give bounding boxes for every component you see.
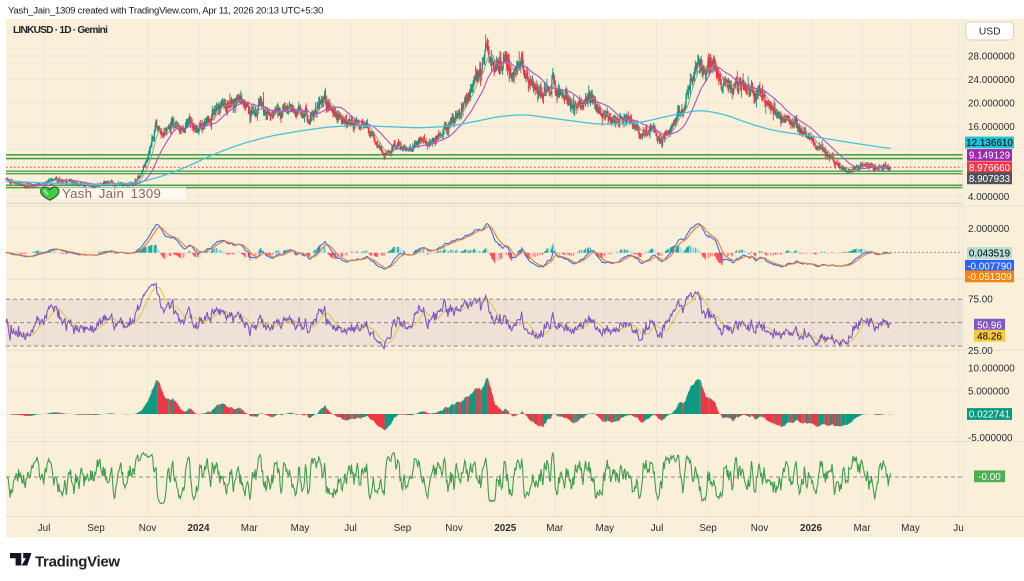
svg-text:-0.007790: -0.007790 <box>967 261 1012 272</box>
svg-text:Yash_Jain_1309 created with Tr: Yash_Jain_1309 created with TradingView.… <box>8 6 323 17</box>
svg-text:16.000000: 16.000000 <box>968 122 1015 133</box>
svg-text:TradingView: TradingView <box>35 554 120 571</box>
svg-text:Sep: Sep <box>394 523 412 534</box>
svg-text:2024: 2024 <box>188 523 210 534</box>
svg-text:Mar: Mar <box>241 523 259 534</box>
svg-text:48.26: 48.26 <box>977 331 1002 342</box>
svg-text:0.043519: 0.043519 <box>969 249 1011 260</box>
svg-text:2.000000: 2.000000 <box>968 224 1010 235</box>
svg-text:10.000000: 10.000000 <box>968 363 1015 374</box>
svg-text:Nov: Nov <box>445 523 463 534</box>
svg-text:May: May <box>595 523 614 534</box>
svg-text:Jul: Jul <box>651 523 664 534</box>
svg-text:50.96: 50.96 <box>977 320 1002 331</box>
svg-text:Ju: Ju <box>953 523 963 534</box>
svg-text:2025: 2025 <box>494 523 516 534</box>
svg-text:-5.000000: -5.000000 <box>968 433 1013 444</box>
svg-text:Nov: Nov <box>139 523 157 534</box>
svg-text:75.00: 75.00 <box>968 295 993 306</box>
svg-text:5.000000: 5.000000 <box>968 387 1010 398</box>
svg-text:Nov: Nov <box>751 523 769 534</box>
svg-text:2026: 2026 <box>800 523 822 534</box>
svg-text:20.000000: 20.000000 <box>968 98 1015 109</box>
svg-text:Mar: Mar <box>853 523 871 534</box>
svg-text:Sep: Sep <box>699 523 717 534</box>
svg-text:May: May <box>291 523 310 534</box>
svg-text:8.907933: 8.907933 <box>969 174 1011 185</box>
svg-text:24.000000: 24.000000 <box>968 75 1015 86</box>
svg-text:-0.051309: -0.051309 <box>967 272 1012 283</box>
svg-text:4.000000: 4.000000 <box>968 192 1010 203</box>
svg-text:Mar: Mar <box>546 523 564 534</box>
svg-text:12.136610: 12.136610 <box>966 138 1013 149</box>
svg-text:Sep: Sep <box>87 523 105 534</box>
svg-text:9.149129: 9.149129 <box>969 151 1011 162</box>
svg-text:8.976660: 8.976660 <box>969 163 1011 174</box>
svg-text:USD: USD <box>979 27 1001 38</box>
svg-text:May: May <box>901 523 920 534</box>
svg-text:25.00: 25.00 <box>968 346 993 357</box>
svg-text:LINKUSD · 1D · Gemini: LINKUSD · 1D · Gemini <box>13 25 108 36</box>
svg-text:0.022741: 0.022741 <box>969 410 1011 421</box>
svg-text:Yash Jain 1309: Yash Jain 1309 <box>62 186 161 201</box>
svg-text:Jul: Jul <box>344 523 357 534</box>
svg-text:-0.00: -0.00 <box>978 472 1001 483</box>
svg-text:28.000000: 28.000000 <box>968 52 1015 63</box>
svg-text:Jul: Jul <box>38 523 51 534</box>
